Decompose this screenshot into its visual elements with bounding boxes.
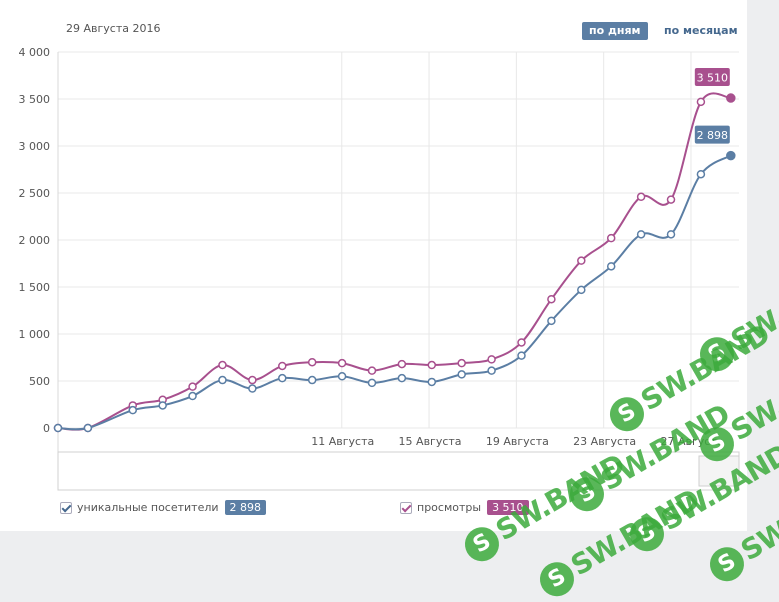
views-label: просмотры — [417, 501, 482, 514]
views-point — [397, 359, 407, 369]
unique-point — [53, 423, 63, 433]
y-tick-label: 3 000 — [19, 140, 51, 153]
unique-point — [248, 384, 257, 393]
last-value-badge-bg — [694, 125, 730, 144]
views-point — [218, 360, 227, 370]
unique-point — [397, 373, 407, 383]
unique-point — [218, 375, 227, 385]
x-tick-label: 15 Августа — [399, 435, 462, 448]
views-point — [606, 233, 616, 243]
y-tick-label: 1 500 — [19, 281, 51, 294]
y-tick-label: 3 500 — [19, 93, 51, 106]
x-tick-label: 11 Августа — [311, 435, 374, 448]
unique-point — [83, 423, 93, 433]
unique-label: уникальные посетители — [77, 501, 219, 514]
views-point — [457, 358, 466, 368]
views-point — [726, 93, 736, 103]
unique-point — [128, 405, 138, 415]
views-checkbox[interactable] — [400, 501, 412, 514]
unique-point — [158, 401, 167, 410]
y-tick-label: 4 000 — [19, 46, 51, 59]
unique-point — [337, 372, 347, 381]
views-point — [517, 338, 526, 347]
unique-point — [427, 377, 437, 387]
y-tick-label: 2 000 — [19, 234, 51, 247]
unique-count-badge: 2 898 — [224, 500, 267, 515]
views-point — [577, 256, 586, 265]
unique-checkbox[interactable] — [60, 501, 72, 514]
unique-point — [457, 370, 466, 379]
y-tick-label: 1 000 — [19, 328, 51, 341]
navigator-handle — [698, 455, 740, 487]
unique-point — [577, 285, 586, 295]
views-point — [696, 97, 706, 107]
series-unique-line — [57, 154, 732, 431]
views-point — [248, 375, 257, 385]
y-tick-label: 2 500 — [19, 187, 51, 200]
views-point — [547, 294, 556, 304]
legend-views[interactable]: просмотры 3 510 — [400, 500, 529, 515]
views-point — [278, 361, 287, 371]
y-tick-label: 0 — [43, 422, 50, 435]
unique-point — [487, 366, 496, 375]
last-value-label: 3 510 — [697, 72, 729, 85]
watermark-logo-icon: S — [533, 555, 581, 602]
views-point — [427, 360, 437, 370]
stats-panel: 29 Августа 2016 по дням по месяцам — [0, 0, 747, 531]
unique-point — [547, 316, 556, 326]
unique-point — [367, 378, 377, 388]
unique-point — [726, 150, 736, 161]
unique-point — [636, 230, 646, 239]
by-months-button[interactable]: по месяцам — [664, 24, 738, 37]
legend-unique[interactable]: уникальные посетители 2 898 — [60, 500, 267, 515]
views-point — [666, 195, 676, 204]
views-point — [337, 358, 347, 368]
views-count-badge: 3 510 — [487, 500, 529, 515]
views-point — [487, 355, 496, 364]
y-tick-label: 500 — [29, 375, 50, 388]
date-label: 29 Августа 2016 — [66, 22, 161, 35]
views-point — [307, 357, 317, 367]
views-point — [188, 382, 197, 391]
unique-point — [666, 230, 676, 239]
last-value-badge-bg — [694, 68, 730, 87]
unique-point — [517, 351, 526, 360]
line-chart: 0 500 1 000 1 500 2 000 2 500 3 000 3 500 4 000 1… — [19, 46, 740, 491]
unique-point — [696, 169, 706, 179]
unique-point — [278, 373, 287, 383]
unique-point — [606, 262, 616, 271]
by-days-button[interactable]: по дням — [582, 22, 648, 40]
unique-point — [188, 391, 197, 401]
x-tick-label: 23 Августа — [573, 435, 636, 448]
views-point — [367, 366, 377, 375]
views-point — [636, 192, 646, 202]
x-tick-label: 27 Августа — [660, 435, 723, 448]
navigator-strip — [57, 451, 740, 491]
unique-point — [307, 375, 317, 385]
last-value-label: 2 898 — [697, 129, 729, 142]
x-tick-label: 19 Августа — [486, 435, 549, 448]
